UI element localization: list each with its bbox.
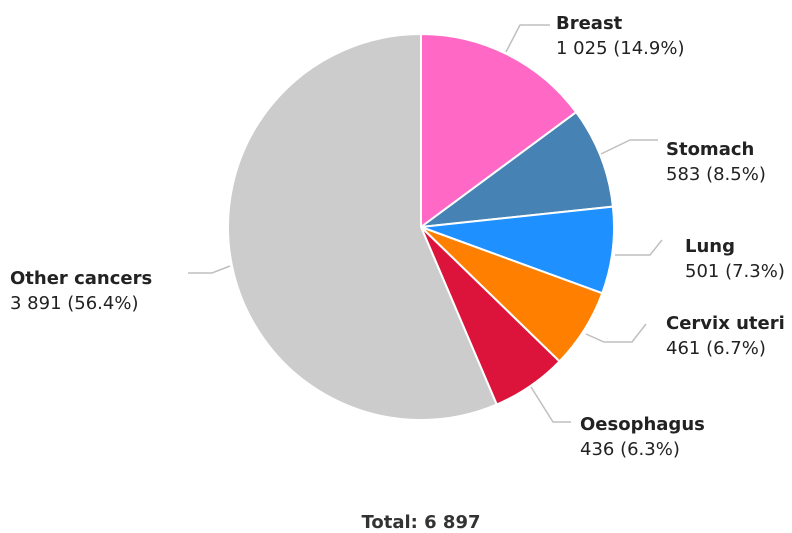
leader-line bbox=[600, 139, 658, 155]
leader-line bbox=[585, 323, 647, 343]
leader-line bbox=[530, 386, 571, 423]
total-label: Total: 6 897 bbox=[361, 512, 480, 533]
slice-name-label: Breast bbox=[556, 13, 623, 34]
slice-name-label: Stomach bbox=[666, 139, 754, 160]
pie-slice-other-cancers bbox=[227, 32, 499, 421]
slice-name-label: Lung bbox=[685, 236, 735, 257]
slice-value-label: 501 (7.3%) bbox=[685, 261, 785, 282]
slice-value-label: 3 891 (56.4%) bbox=[10, 293, 138, 314]
leader-line bbox=[188, 265, 231, 274]
leader-line bbox=[505, 24, 550, 53]
pie-slice-stomach bbox=[417, 110, 615, 229]
slice-name-label: Other cancers bbox=[10, 268, 152, 289]
leader-line bbox=[615, 239, 663, 256]
leader-lines bbox=[188, 24, 663, 423]
slice-labels: Breast 1 025 (14.9%) Stomach 583 (8.5%) Lung… bbox=[10, 13, 785, 460]
slice-name-label: Oesophagus bbox=[580, 414, 705, 435]
slice-value-label: 461 (6.7%) bbox=[666, 338, 766, 359]
slice-value-label: 583 (8.5%) bbox=[666, 164, 766, 185]
slice-value-label: 1 025 (14.9%) bbox=[556, 38, 684, 59]
pie-slices bbox=[227, 32, 615, 421]
slice-value-label: 436 (6.3%) bbox=[580, 439, 680, 460]
slice-name-label: Cervix uteri bbox=[666, 313, 785, 334]
pie-slice-breast bbox=[420, 32, 578, 229]
